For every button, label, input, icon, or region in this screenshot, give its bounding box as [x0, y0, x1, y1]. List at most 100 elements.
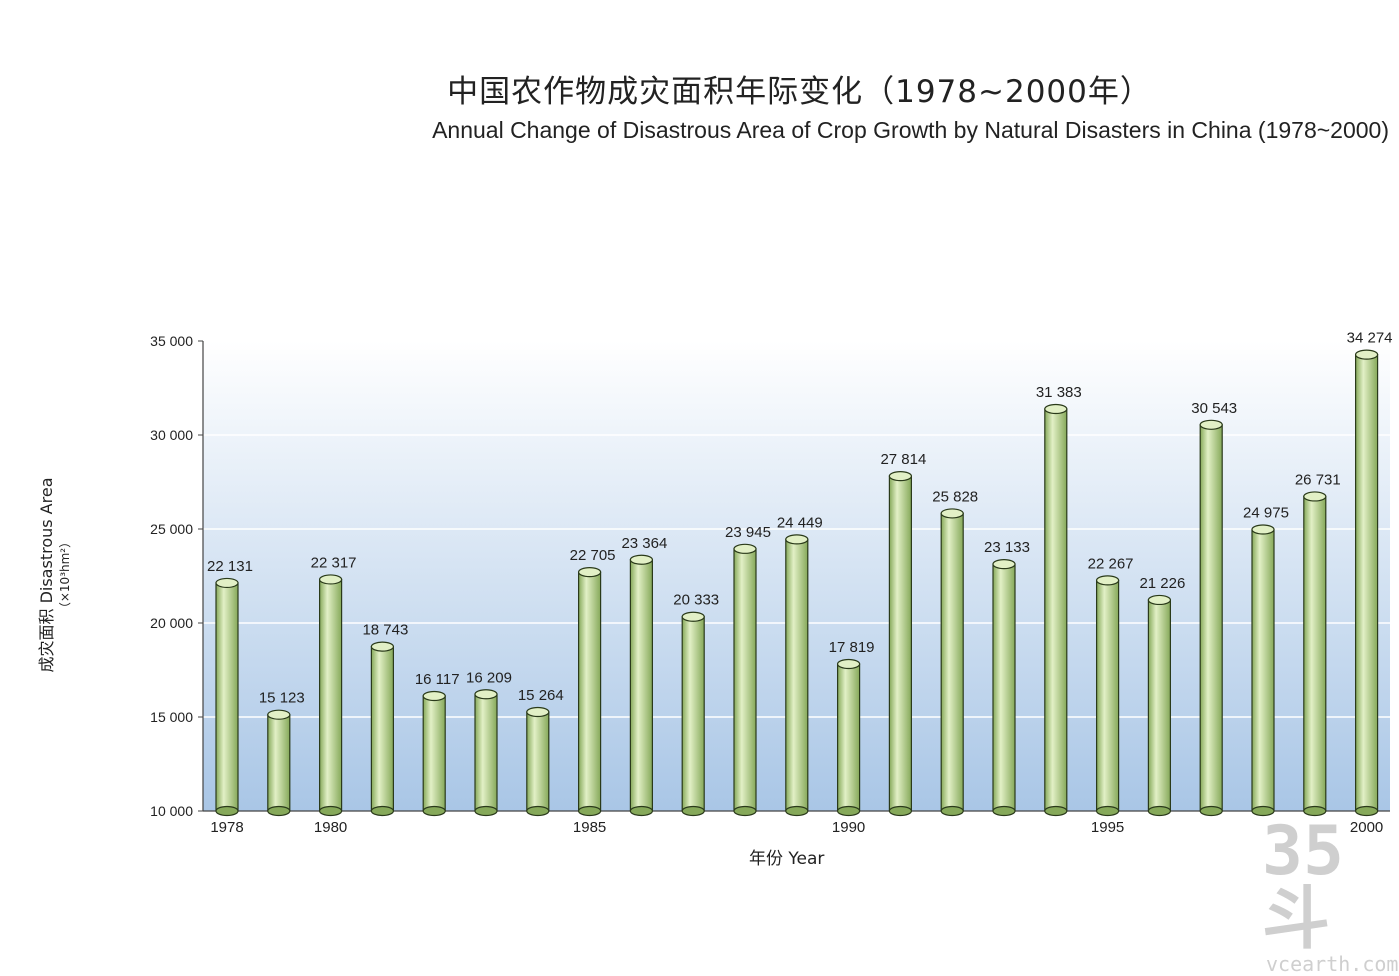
bar — [836, 658, 861, 817]
bar-base — [422, 805, 446, 817]
bar-base — [785, 805, 809, 817]
bar — [1354, 349, 1379, 817]
bar-top — [267, 709, 291, 720]
bar-body — [577, 571, 602, 812]
bar-base — [526, 805, 550, 817]
bar-body — [785, 538, 809, 812]
y-ticks: 10 000 15 000 20 000 25 000 30 000 35 000 — [150, 333, 203, 819]
bar-body — [319, 578, 343, 812]
bar — [215, 577, 239, 817]
bar-body — [1095, 579, 1120, 812]
bar-base — [370, 805, 394, 817]
data-label: 24 975 — [1243, 504, 1289, 521]
data-label: 17 819 — [829, 639, 875, 656]
bar-top — [1095, 575, 1120, 586]
bar-top — [992, 558, 1016, 570]
x-tick-label: 1995 — [1091, 819, 1124, 836]
bar-base — [888, 805, 913, 817]
bar — [1303, 491, 1327, 817]
bar-base — [629, 805, 654, 817]
bar-base — [474, 805, 498, 817]
bar-base — [836, 805, 861, 817]
bar — [422, 690, 446, 817]
bar — [319, 574, 343, 817]
y-axis-unit: （×10³hm²） — [58, 535, 72, 615]
data-label: 23 364 — [621, 535, 667, 552]
chart-subtitle: Annual Change of Disastrous Area of Crop… — [432, 117, 1389, 143]
bar — [370, 641, 394, 817]
bar-base — [1044, 805, 1068, 817]
bar — [1044, 403, 1068, 817]
bar — [1147, 594, 1172, 817]
bar-base — [1303, 805, 1327, 817]
bar-body — [1303, 495, 1327, 812]
data-labels: 22 131 15 123 22 317 18 743 16 117 16 209 15 2… — [207, 330, 1392, 707]
data-label: 34 274 — [1347, 330, 1393, 347]
bar-base — [733, 805, 757, 817]
x-tick-label: 1990 — [832, 819, 865, 836]
watermark-site: vcearth.com — [1266, 952, 1399, 976]
bar-base — [577, 805, 602, 817]
x-tick-label: 1985 — [573, 819, 606, 836]
bar-body — [1251, 528, 1275, 812]
bar-top — [836, 658, 861, 670]
data-label: 22 267 — [1088, 555, 1134, 572]
data-label: 24 449 — [777, 514, 823, 531]
bar-top — [733, 543, 757, 554]
bar-base — [1147, 805, 1172, 817]
bar-body — [267, 714, 291, 812]
bar-base — [940, 805, 964, 817]
data-label: 15 123 — [259, 690, 305, 707]
bar-top — [422, 690, 446, 702]
x-tick-label: 1978 — [210, 819, 243, 836]
data-label: 25 828 — [932, 488, 978, 505]
bar-top — [1303, 491, 1327, 502]
bar — [577, 567, 602, 817]
bar-body — [940, 512, 964, 812]
bar — [1251, 524, 1275, 817]
bar-body — [526, 711, 550, 812]
chart-title: 中国农作物成灾面积年际变化（1978~2000年） — [447, 74, 1152, 110]
bar — [1095, 575, 1120, 817]
bar-base — [992, 805, 1016, 817]
bar-top — [629, 554, 654, 565]
y-axis-title: 成灾面积 Disastrous Area — [37, 477, 56, 673]
bar-body — [474, 693, 498, 812]
data-label: 27 814 — [880, 451, 926, 468]
bar — [992, 558, 1016, 817]
bar — [526, 706, 550, 817]
data-label: 15 264 — [518, 687, 564, 704]
bar-top — [577, 567, 602, 578]
bar-body — [888, 475, 913, 812]
x-axis-label: 年份 Year — [749, 849, 825, 869]
bar-top — [1199, 419, 1223, 430]
bar-body — [992, 563, 1016, 812]
bar — [681, 611, 705, 817]
bar-body — [215, 582, 239, 812]
bar-body — [836, 663, 861, 812]
gridlines — [203, 340, 1390, 718]
bar — [940, 508, 964, 817]
y-tick-label: 30 000 — [150, 427, 193, 443]
bar-body — [629, 559, 654, 812]
data-label: 23 945 — [725, 524, 771, 541]
bar — [785, 534, 809, 817]
data-label: 26 731 — [1295, 471, 1341, 488]
bar-top — [319, 574, 343, 585]
bar-chart: 10 000 15 000 20 000 25 000 30 000 35 000 197… — [150, 330, 1392, 836]
bar-body — [370, 646, 394, 812]
bar-top — [370, 641, 394, 652]
y-tick-label: 15 000 — [150, 709, 193, 725]
bar-body — [1147, 599, 1172, 812]
watermark-logo: 35斗 vcearth.com — [1262, 818, 1399, 976]
bar — [733, 543, 757, 817]
bar-top — [681, 611, 705, 622]
bar-top — [1354, 349, 1379, 360]
bar — [267, 709, 291, 817]
bar-body — [422, 695, 446, 812]
bar-body — [1044, 408, 1068, 812]
data-label: 16 117 — [415, 671, 460, 688]
y-tick-label: 35 000 — [150, 333, 193, 349]
data-label: 22 317 — [311, 554, 357, 571]
data-label: 20 333 — [673, 592, 719, 609]
